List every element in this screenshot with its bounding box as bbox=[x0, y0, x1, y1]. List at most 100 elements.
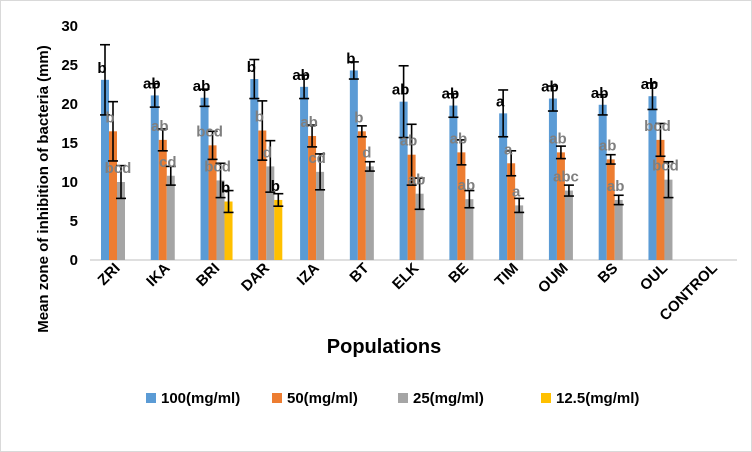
data-label: ab bbox=[607, 178, 625, 195]
data-label: ab bbox=[591, 85, 609, 102]
bar bbox=[656, 139, 665, 260]
data-label: ab bbox=[400, 133, 418, 150]
data-label: ab bbox=[392, 82, 410, 99]
x-axis-title: Populations bbox=[327, 336, 441, 358]
x-tick-label: OUL bbox=[637, 260, 671, 294]
bar bbox=[606, 159, 615, 260]
bar bbox=[499, 113, 508, 260]
data-label: d bbox=[362, 144, 371, 161]
data-label: ab bbox=[450, 130, 468, 147]
plot-area: 051015202530ZRIbbbcdIKAababcdBRIabbcdbcd… bbox=[61, 18, 737, 324]
bar bbox=[266, 166, 275, 260]
y-axis-label: Mean zone of inhibition of bacteria (mm) bbox=[35, 45, 52, 333]
x-tick-label: ZRI bbox=[95, 260, 124, 289]
y-tick-label: 10 bbox=[61, 174, 78, 191]
data-label: ab bbox=[641, 76, 659, 93]
bar bbox=[316, 171, 325, 260]
data-label: d bbox=[263, 144, 272, 161]
data-label: cd bbox=[308, 150, 326, 167]
data-label: b bbox=[247, 59, 256, 76]
data-label: ab bbox=[143, 75, 161, 92]
bar bbox=[614, 199, 623, 260]
data-label: ab bbox=[193, 78, 211, 95]
bar bbox=[208, 145, 217, 260]
y-tick-label: 25 bbox=[61, 57, 78, 74]
bar bbox=[258, 130, 267, 260]
bar bbox=[349, 70, 358, 261]
legend-entry: 50(mg/ml) bbox=[287, 390, 358, 407]
data-label: bcd bbox=[105, 160, 132, 177]
data-label: abc bbox=[553, 169, 579, 186]
bar bbox=[250, 79, 259, 260]
bar bbox=[648, 96, 657, 260]
bar bbox=[117, 182, 125, 260]
bar bbox=[564, 190, 573, 260]
legend-swatch bbox=[272, 393, 282, 403]
bar bbox=[158, 139, 167, 260]
data-label: a bbox=[512, 183, 521, 200]
data-label: bcd bbox=[644, 118, 671, 135]
bar bbox=[457, 152, 466, 260]
x-axis-label: Populations bbox=[327, 336, 441, 358]
y-tick-label: 30 bbox=[61, 18, 78, 35]
bar bbox=[300, 86, 309, 260]
data-label: b bbox=[354, 109, 363, 126]
x-tick-label: IKA bbox=[143, 260, 173, 290]
x-tick-label: TIM bbox=[492, 260, 522, 290]
x-tick-label: OUM bbox=[535, 260, 572, 297]
data-label: bcd bbox=[204, 158, 231, 175]
x-tick-label: BS bbox=[595, 260, 622, 287]
data-label: bcd bbox=[652, 158, 679, 175]
data-label: ab bbox=[408, 172, 426, 189]
y-axis-title: Mean zone of inhibition of bacteria (mm) bbox=[35, 45, 52, 333]
bar bbox=[449, 105, 458, 260]
bar bbox=[224, 201, 233, 260]
bar bbox=[507, 163, 516, 260]
data-label: ab bbox=[442, 86, 460, 103]
data-label: b bbox=[97, 60, 106, 77]
data-label: cd bbox=[159, 154, 177, 171]
data-label: b bbox=[271, 178, 280, 195]
bar bbox=[274, 199, 283, 260]
bar bbox=[664, 179, 673, 260]
data-label: b bbox=[221, 180, 230, 197]
data-label: ab bbox=[151, 118, 169, 135]
legend-entry: 25(mg/ml) bbox=[413, 390, 484, 407]
bar bbox=[101, 79, 109, 260]
data-label: ab bbox=[549, 130, 567, 147]
y-tick-label: 20 bbox=[61, 96, 78, 113]
x-tick-label: BT bbox=[346, 260, 372, 286]
data-label: ab bbox=[300, 114, 318, 131]
y-tick-label: 5 bbox=[70, 213, 78, 230]
data-label: b bbox=[105, 109, 114, 126]
data-label: ab bbox=[292, 67, 310, 84]
x-tick-label: ELK bbox=[389, 260, 422, 293]
x-tick-label: IZA bbox=[294, 260, 323, 289]
bar bbox=[365, 166, 374, 260]
bar bbox=[357, 131, 366, 260]
bar bbox=[556, 152, 565, 260]
data-label: bcd bbox=[196, 123, 223, 140]
bar bbox=[548, 98, 557, 260]
bar bbox=[598, 104, 607, 260]
bar bbox=[216, 180, 225, 260]
bar bbox=[465, 199, 474, 260]
y-tick-label: 0 bbox=[70, 252, 78, 269]
bar bbox=[415, 193, 424, 260]
data-label: b bbox=[255, 109, 264, 126]
bar bbox=[399, 101, 408, 260]
bar bbox=[200, 97, 209, 260]
y-tick-label: 15 bbox=[61, 135, 78, 152]
legend-entry: 12.5(mg/ml) bbox=[556, 390, 639, 407]
legend: 100(mg/ml) 50(mg/ml) 25(mg/ml) 12.5(mg/ml) bbox=[146, 390, 639, 407]
data-label: ab bbox=[599, 137, 617, 154]
data-label: a bbox=[504, 141, 513, 158]
data-label: ab bbox=[541, 79, 559, 96]
bar bbox=[407, 154, 416, 260]
data-label: b bbox=[346, 50, 355, 67]
x-tick-label: BE bbox=[445, 260, 472, 287]
bar bbox=[109, 131, 117, 260]
bar bbox=[150, 95, 159, 260]
